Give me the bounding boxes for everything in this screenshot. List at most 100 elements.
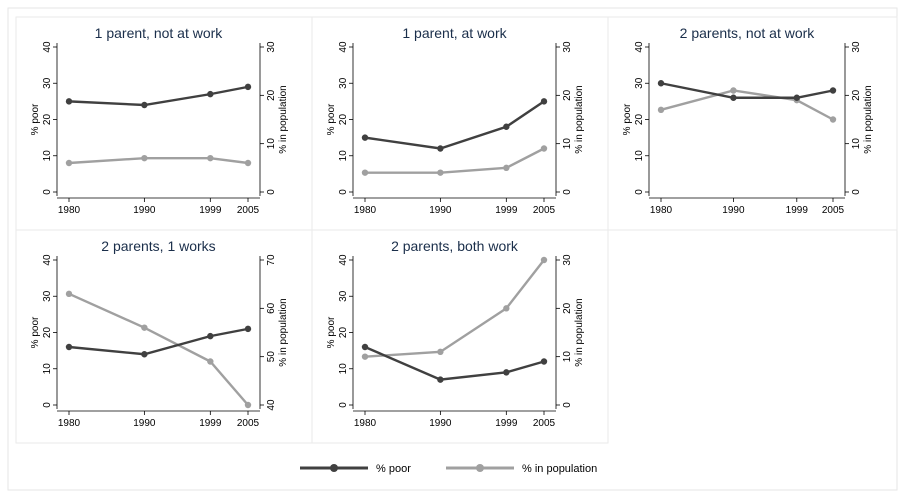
right-tick-label: 0 <box>562 402 573 408</box>
right-tick-label: 50 <box>266 351 277 363</box>
x-tick-label: 1990 <box>429 418 452 429</box>
poor-data-point <box>141 101 148 109</box>
left-tick-label: 10 <box>42 150 53 162</box>
poor-series-line <box>364 100 545 150</box>
population-data-point <box>361 353 369 360</box>
panel-frame <box>607 16 898 231</box>
poor-data-point <box>829 87 837 94</box>
population-data-point <box>244 159 252 167</box>
population-data-point <box>503 164 510 172</box>
left-tick-label: 10 <box>338 363 349 375</box>
x-tick-label: 1999 <box>199 205 222 216</box>
poor-data-point <box>657 80 665 87</box>
x-tick-label: 1999 <box>199 418 222 429</box>
x-tick-label: 1980 <box>58 418 81 429</box>
poor-data-point <box>793 94 800 101</box>
left-axis-title: % poor <box>326 103 337 135</box>
x-tick-label: 1999 <box>786 205 809 216</box>
left-tick-label: 0 <box>42 402 53 408</box>
x-tick-label: 1990 <box>722 205 745 216</box>
panel-title: 2 parents, not at work <box>680 25 816 41</box>
x-tick-label: 1980 <box>58 205 81 216</box>
population-data-point <box>540 145 548 152</box>
population-series-line <box>364 259 545 358</box>
left-tick-label: 10 <box>42 363 53 375</box>
poor-data-point <box>730 94 737 101</box>
right-axis-title: % in population <box>574 85 585 153</box>
panel-frame <box>15 16 313 231</box>
population-data-point <box>141 324 148 331</box>
population-data-point <box>65 159 73 167</box>
poor-data-point <box>207 332 214 340</box>
population-data-point <box>141 154 148 162</box>
right-tick-label: 30 <box>266 41 277 53</box>
left-tick-label: 0 <box>634 189 645 195</box>
panel-title: 1 parent, not at work <box>95 25 224 41</box>
left-axis-title: % poor <box>30 103 41 135</box>
x-tick-label: 2005 <box>822 205 845 216</box>
right-tick-label: 20 <box>562 89 573 101</box>
poor-data-point <box>503 369 510 376</box>
poor-data-point <box>244 83 252 91</box>
population-data-point <box>657 106 665 114</box>
x-tick-label: 2005 <box>533 205 556 216</box>
left-tick-label: 0 <box>42 189 53 195</box>
poor-data-point <box>207 90 214 98</box>
x-tick-label: 1990 <box>133 205 156 216</box>
population-data-point <box>829 116 837 123</box>
legend-population-swatch-marker <box>476 464 484 472</box>
right-tick-label: 10 <box>562 351 573 363</box>
x-tick-label: 1999 <box>495 418 518 429</box>
right-tick-label: 30 <box>562 254 573 266</box>
x-tick-label: 2005 <box>533 418 556 429</box>
poor-data-point <box>437 145 444 152</box>
population-data-point <box>437 348 444 356</box>
right-tick-label: 10 <box>851 138 862 150</box>
left-tick-label: 0 <box>338 402 349 408</box>
panel-frame <box>311 16 609 231</box>
poor-data-point <box>437 376 444 383</box>
poor-series-line <box>68 85 249 107</box>
left-tick-label: 30 <box>42 77 53 89</box>
left-tick-label: 40 <box>338 254 349 266</box>
legend-poor-swatch-marker <box>330 464 338 472</box>
left-tick-label: 30 <box>42 290 53 302</box>
panel-5: 2 parents, both work 0 10 20 30 40 0 10 20 30 1980… <box>311 229 609 444</box>
x-tick-label: 1980 <box>650 205 673 216</box>
right-tick-label: 0 <box>562 189 573 195</box>
x-tick-label: 1980 <box>354 205 377 216</box>
poor-series-line <box>68 327 249 356</box>
population-data-point <box>540 256 548 264</box>
population-data-point <box>207 358 214 365</box>
poor-data-point <box>540 358 548 365</box>
right-tick-label: 30 <box>851 41 862 53</box>
x-tick-label: 2005 <box>237 205 260 216</box>
population-series-line <box>660 89 834 121</box>
population-data-point <box>730 87 737 94</box>
panel-title: 1 parent, at work <box>402 25 507 41</box>
right-axis-title: % in population <box>278 85 289 153</box>
legend-population-label: % in population <box>522 463 597 475</box>
right-tick-label: 60 <box>266 302 277 314</box>
left-tick-label: 30 <box>634 77 645 89</box>
x-tick-label: 1999 <box>495 205 518 216</box>
left-tick-label: 40 <box>338 41 349 53</box>
poor-data-point <box>65 343 73 351</box>
poor-series-line <box>364 345 545 381</box>
poor-data-point <box>540 98 548 105</box>
right-tick-label: 20 <box>851 89 862 101</box>
left-axis-title: % poor <box>326 316 337 348</box>
x-tick-label: 1980 <box>354 418 377 429</box>
population-data-point <box>244 401 252 409</box>
x-tick-label: 1990 <box>133 418 156 429</box>
right-tick-label: 0 <box>851 189 862 195</box>
left-axis-title: % poor <box>622 103 633 135</box>
population-data-point <box>207 154 214 162</box>
poor-data-point <box>361 343 369 351</box>
left-tick-label: 10 <box>338 150 349 162</box>
left-tick-label: 40 <box>42 254 53 266</box>
legend: % poor % in population <box>300 463 597 475</box>
right-tick-label: 20 <box>266 89 277 101</box>
left-tick-label: 20 <box>42 114 53 126</box>
